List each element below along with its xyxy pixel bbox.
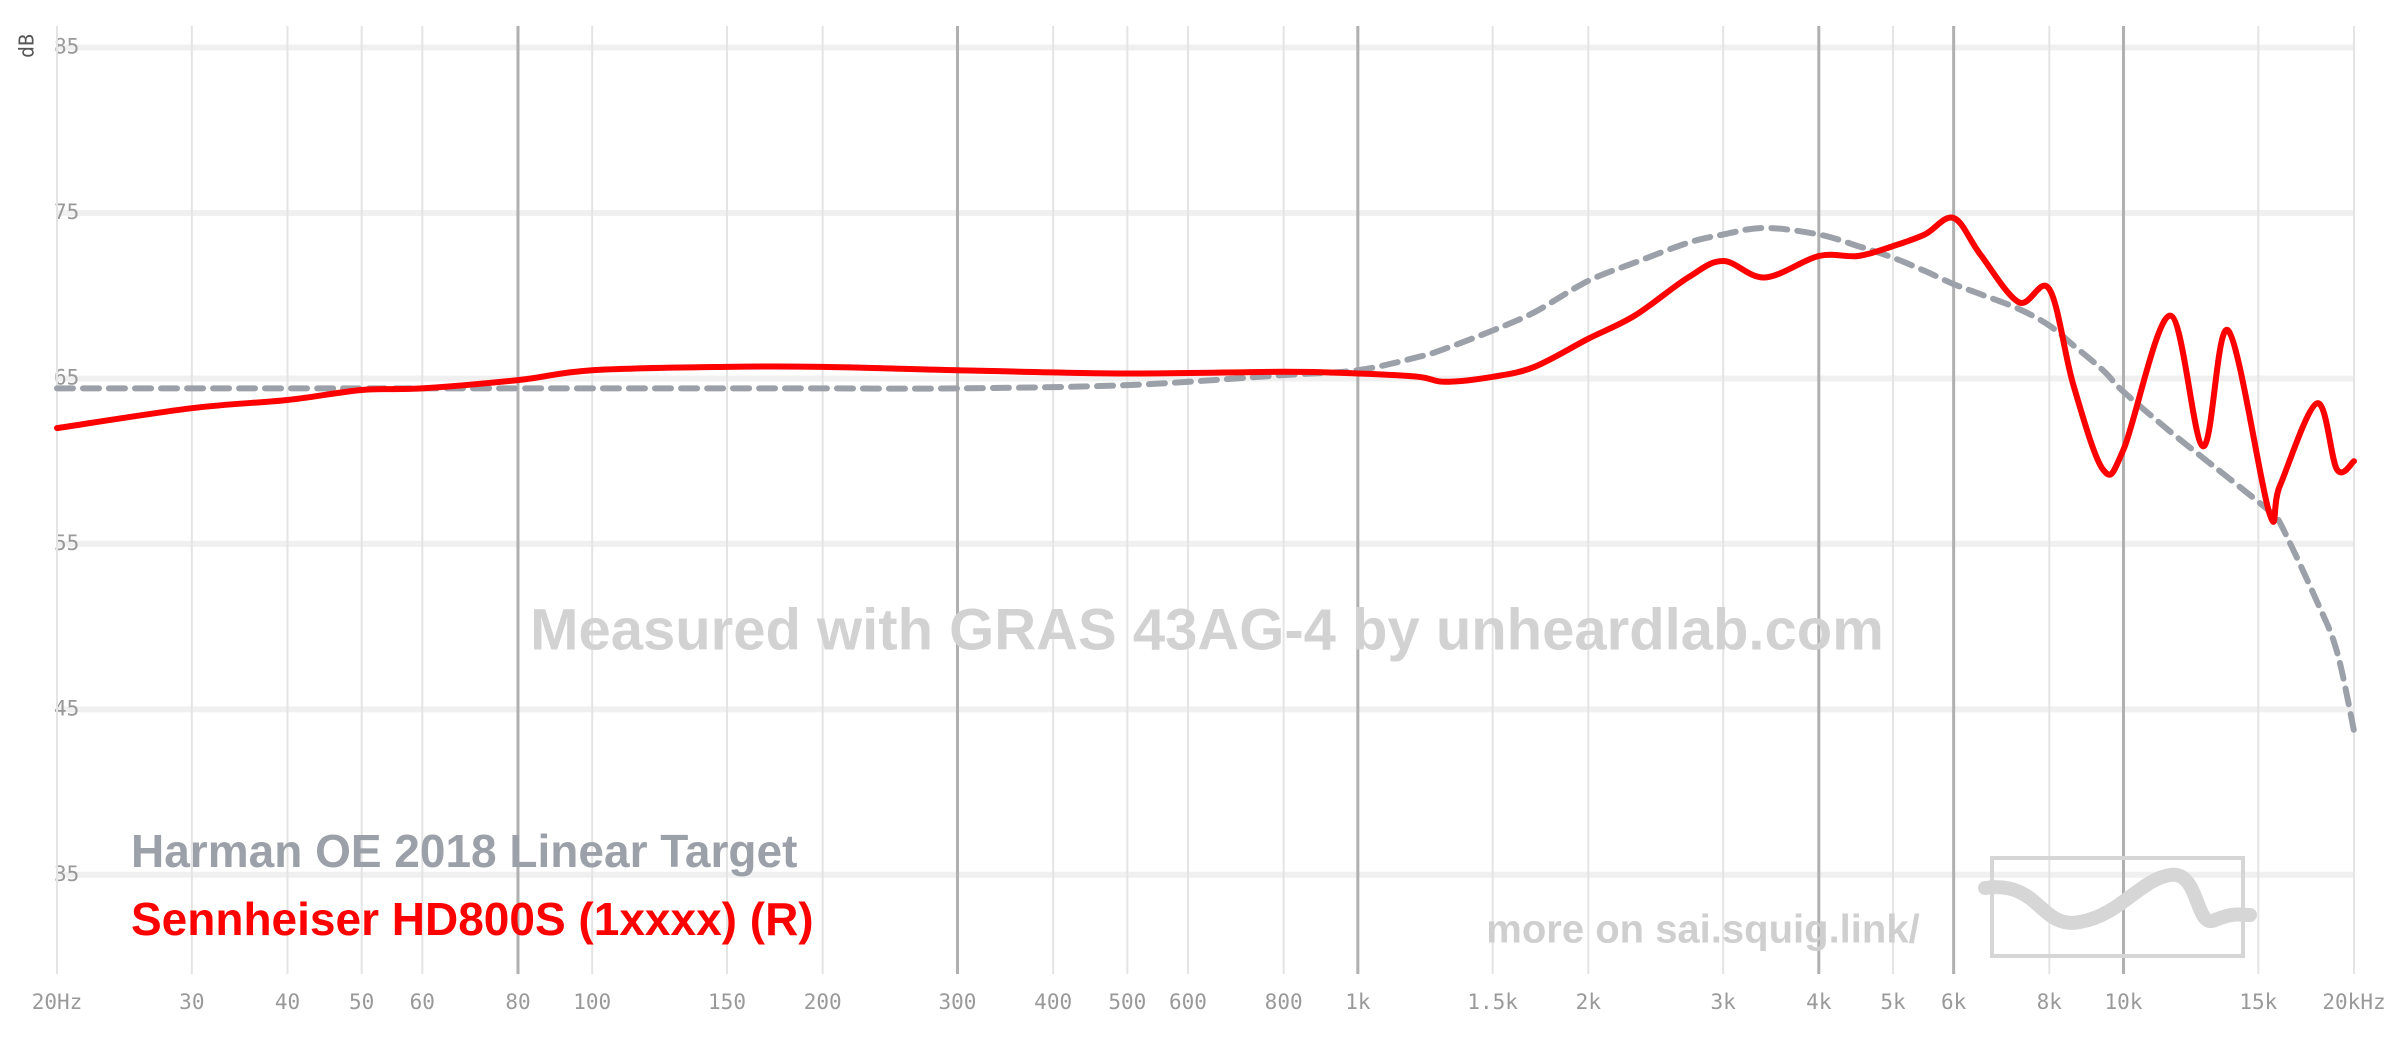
y-tick-label: 45 [54,696,79,720]
watermark: Measured with GRAS 43AG-4 by unheardlab.… [530,597,1884,662]
x-tick-label: 200 [804,990,842,1014]
series-line [54,214,2357,525]
x-tick-label: 1k [1345,990,1371,1014]
y-tick-label: 85 [54,35,79,59]
x-tick-label: 8k [2037,990,2063,1014]
x-tick-label: 600 [1169,990,1207,1014]
x-tick-label: 500 [1108,990,1146,1014]
y-tick-label: 75 [54,200,79,224]
x-tick-label: 100 [573,990,611,1014]
x-tick-label: 5k [1880,990,1906,1014]
logo-wave [1978,867,2257,930]
y-axis-label: dB [15,34,39,58]
x-tick-label: 6k [1941,990,1967,1014]
y-tick-label: 35 [54,862,79,886]
x-tick-label: 3k [1711,990,1737,1014]
x-tick-label: 800 [1265,990,1303,1014]
x-tick-label: 30 [179,990,204,1014]
x-tick-label: 15k [2239,990,2277,1014]
plot-lines [54,214,2357,734]
x-tick-label: 60 [410,990,435,1014]
footer-link: more on sai.squig.link/ [1486,908,1919,952]
x-tick-label: 40 [275,990,300,1014]
legend-entry: Sennheiser HD800S (1xxxx) (R) [131,893,814,945]
x-tick-label: 300 [939,990,977,1014]
x-tick-label: 1.5k [1467,990,1518,1014]
x-tick-label: 2k [1576,990,1602,1014]
logo [1978,856,2257,958]
legend-entry: Harman OE 2018 Linear Target [131,825,797,877]
x-tick-label: 20kHz [2322,990,2385,1014]
x-tick-label: 80 [505,990,530,1014]
x-tick-label: 50 [349,990,374,1014]
x-tick-label: 400 [1034,990,1072,1014]
x-tick-label: 10k [2105,990,2143,1014]
x-tick-label: 150 [708,990,746,1014]
logo-box [1990,856,2245,958]
x-tick-label: 20Hz [32,990,83,1014]
legend: Harman OE 2018 Linear Target Sennheiser H… [131,825,814,945]
y-tick-label: 55 [54,531,79,555]
x-tick-label: 4k [1806,990,1832,1014]
series-line [54,224,2357,734]
